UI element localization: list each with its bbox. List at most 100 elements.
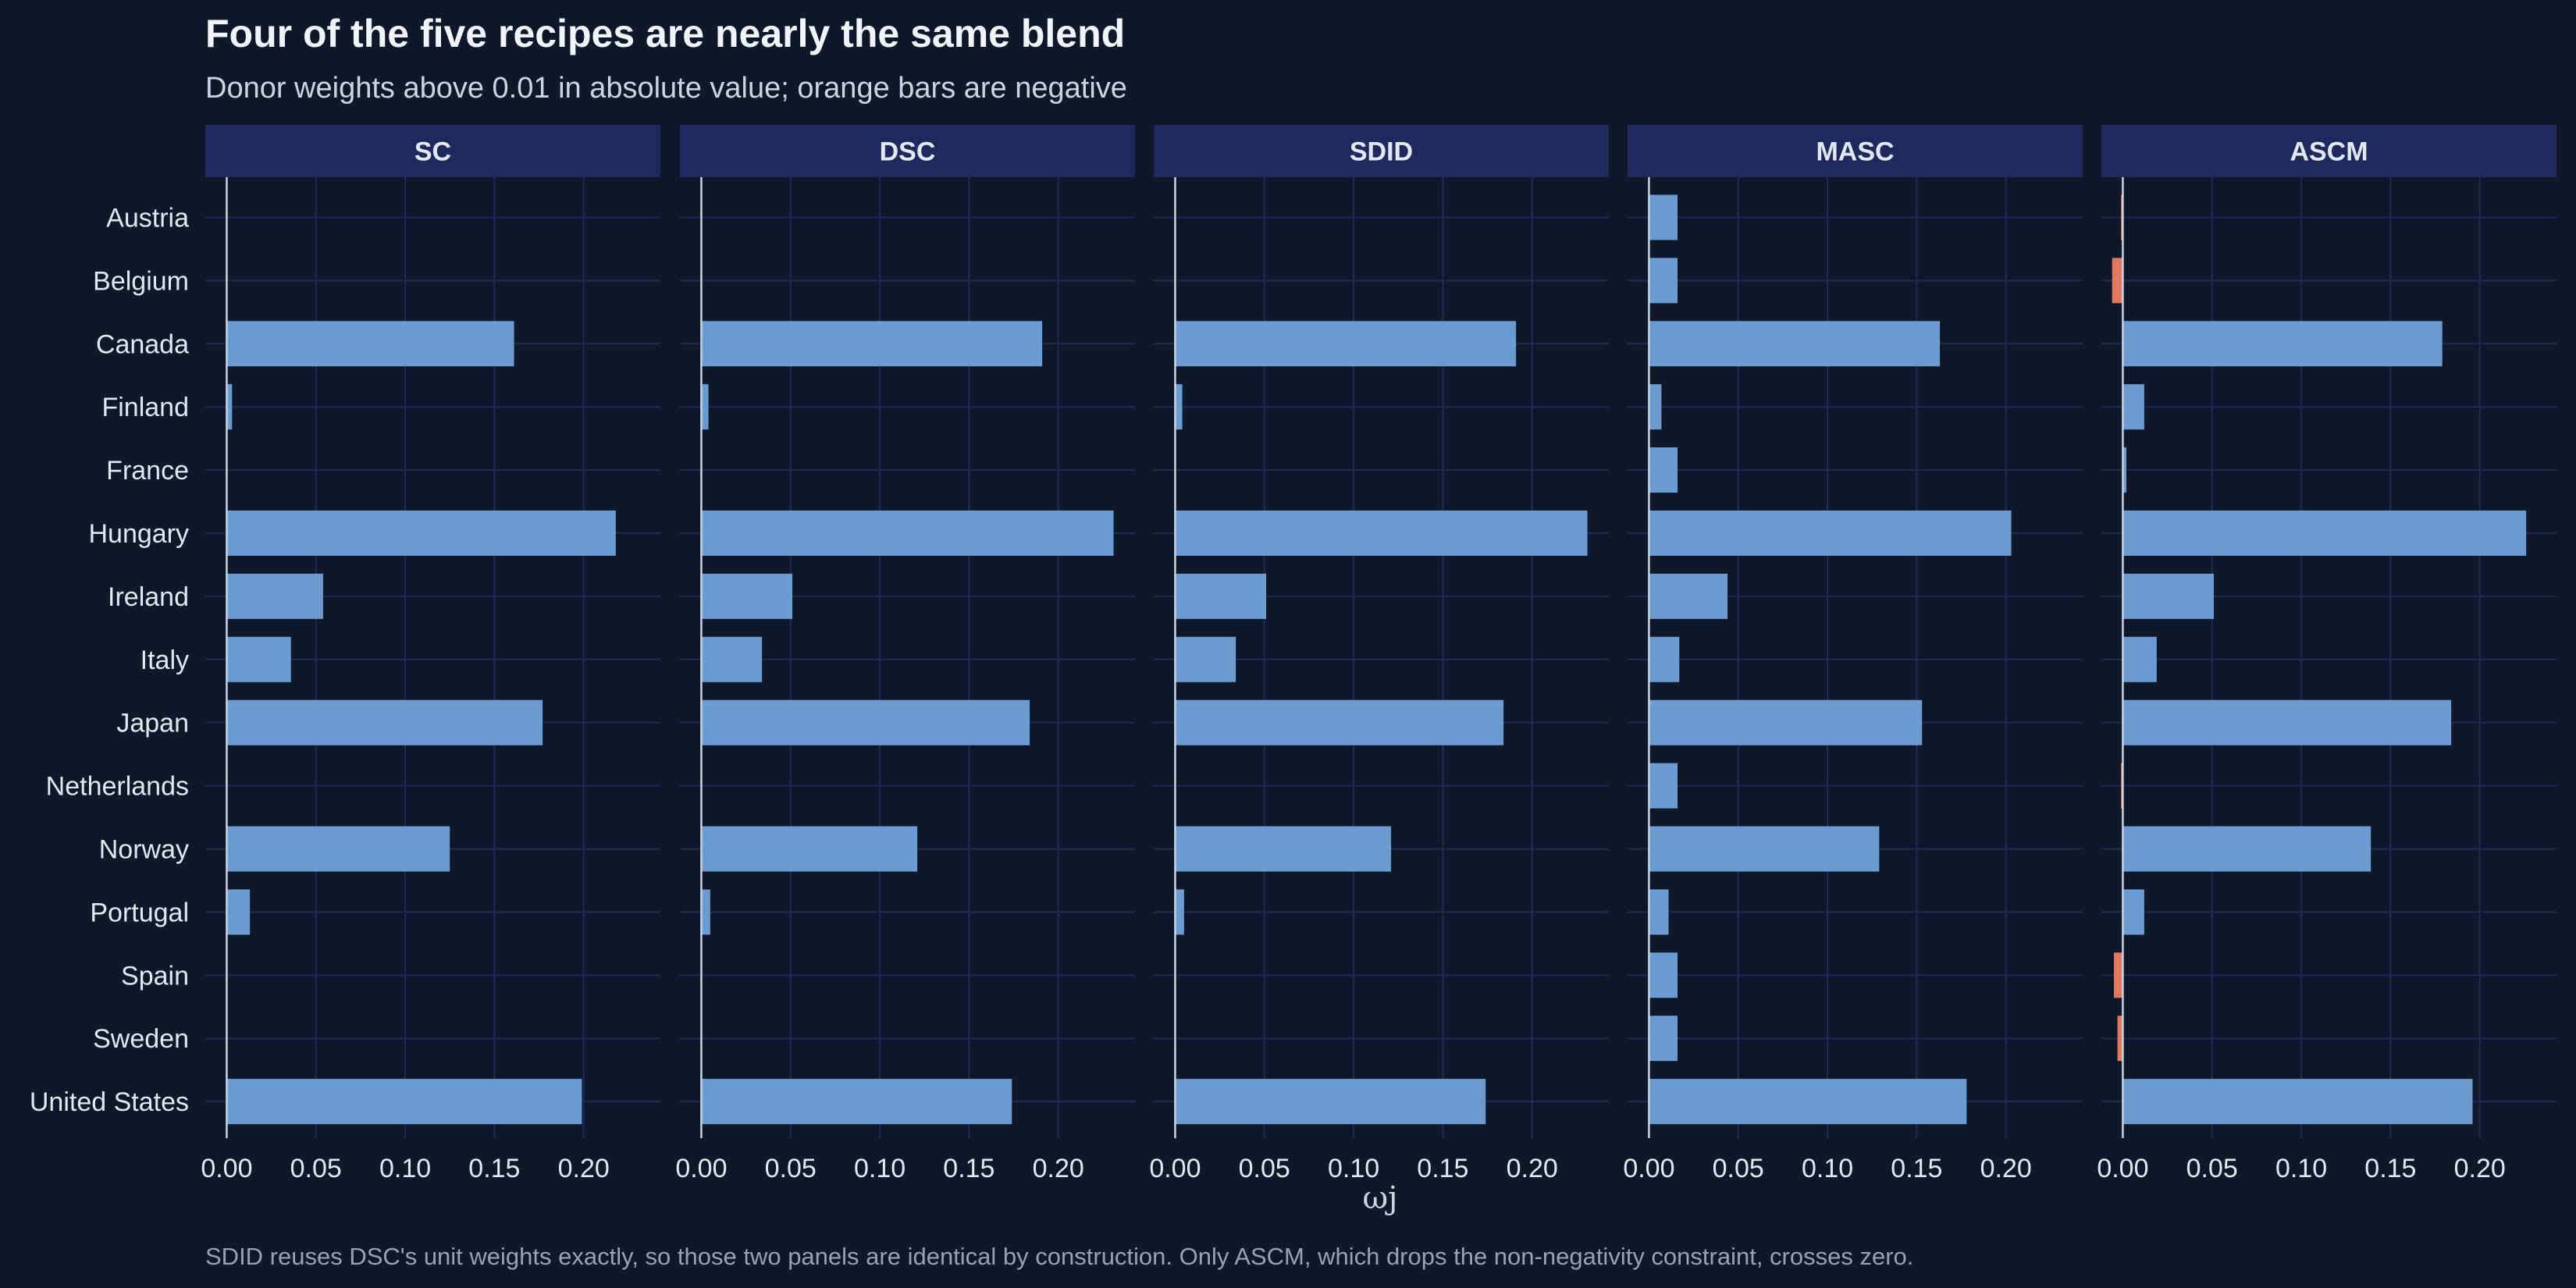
- x-tick-label: 0.00: [2097, 1154, 2148, 1183]
- y-tick-label: United States: [30, 1087, 189, 1117]
- bar: [2117, 1016, 2123, 1062]
- x-tick-label: 0.15: [1891, 1154, 1942, 1183]
- bar: [226, 699, 543, 745]
- bar: [1175, 636, 1236, 682]
- facet-strip-label: ASCM: [2290, 137, 2368, 167]
- facet-strip-label: MASC: [1816, 137, 1894, 167]
- bar: [1175, 1079, 1486, 1125]
- y-tick-label: Portugal: [90, 898, 189, 927]
- facet-strip: [205, 125, 660, 177]
- bar: [1649, 1016, 1678, 1062]
- bar: [701, 826, 918, 872]
- bar: [701, 384, 709, 430]
- bar: [1649, 826, 1880, 872]
- bar: [1649, 447, 1678, 493]
- y-tick-label: Netherlands: [46, 772, 189, 802]
- bar: [2122, 573, 2215, 619]
- facet-strip: [1628, 125, 2083, 177]
- x-tick-label: 0.00: [1149, 1154, 1201, 1183]
- x-tick-label: 0.05: [765, 1154, 817, 1183]
- bar: [1649, 194, 1678, 240]
- bar: [226, 511, 616, 556]
- bar: [2122, 511, 2527, 556]
- x-tick-label: 0.20: [558, 1154, 610, 1183]
- bar: [1649, 699, 1923, 745]
- x-tick-label: 0.15: [2364, 1154, 2416, 1183]
- bar: [1649, 763, 1678, 809]
- x-tick-label: 0.00: [1623, 1154, 1674, 1183]
- bar: [226, 636, 291, 682]
- bar: [1649, 952, 1678, 998]
- x-tick-label: 0.00: [201, 1154, 252, 1183]
- bar: [2122, 321, 2443, 367]
- facet-panels: SC 0.00 0.05 0.10 0.15 0.20 DSC 0.00 0.05 0.10 0.1…: [201, 125, 2556, 1183]
- y-tick-label: Sweden: [93, 1024, 189, 1054]
- x-tick-label: 0.15: [943, 1154, 994, 1183]
- chart-title: Four of the five recipes are nearly the …: [205, 12, 1125, 55]
- bar: [701, 636, 763, 682]
- y-tick-label: Belgium: [93, 266, 189, 296]
- y-axis-labels: Austria Belgium Canada Finland France Hungary…: [30, 204, 189, 1118]
- bar: [2112, 258, 2123, 304]
- x-tick-label: 0.10: [1802, 1154, 1853, 1183]
- bar: [701, 699, 1030, 745]
- facet-strip: [680, 125, 1135, 177]
- x-tick-label: 0.10: [379, 1154, 431, 1183]
- x-tick-label: 0.05: [290, 1154, 342, 1183]
- bar: [2122, 447, 2127, 493]
- bar: [226, 321, 514, 367]
- bar: [1649, 511, 2012, 556]
- bar: [1175, 384, 1183, 430]
- y-tick-label: Hungary: [88, 519, 189, 549]
- facet-panel-sdid: SDID 0.00 0.05 0.10 0.15 0.20: [1149, 125, 1609, 1183]
- y-tick-label: France: [106, 456, 189, 486]
- bar: [2122, 1079, 2473, 1125]
- facet-panel-ascm: ASCM 0.00 0.05 0.10 0.15 0.20: [2097, 125, 2556, 1183]
- bar: [226, 826, 450, 872]
- facet-strip: [2101, 125, 2556, 177]
- bar: [226, 384, 233, 430]
- facet-panel-dsc: DSC 0.00 0.05 0.10 0.15 0.20: [675, 125, 1135, 1183]
- bar: [1649, 636, 1680, 682]
- facet-strip: [1154, 125, 1609, 177]
- x-tick-label: 0.05: [1713, 1154, 1764, 1183]
- bar: [1175, 826, 1392, 872]
- bar: [701, 889, 710, 935]
- chart-subtitle: Donor weights above 0.01 in absolute val…: [205, 72, 1127, 105]
- chart-caption: SDID reuses DSC's unit weights exactly, …: [205, 1243, 1913, 1270]
- facet-strip-label: SC: [415, 137, 451, 167]
- x-tick-label: 0.20: [2454, 1154, 2506, 1183]
- x-axis-label: ωj: [1362, 1180, 1397, 1216]
- bar: [2122, 636, 2157, 682]
- y-tick-label: Italy: [141, 646, 189, 675]
- bar: [226, 1079, 582, 1125]
- bar: [2114, 952, 2123, 998]
- bar: [2122, 384, 2144, 430]
- x-tick-label: 0.15: [1417, 1154, 1468, 1183]
- bar: [226, 889, 251, 935]
- bar: [1649, 384, 1662, 430]
- bar: [1649, 573, 1728, 619]
- x-tick-label: 0.10: [854, 1154, 906, 1183]
- y-tick-label: Ireland: [108, 582, 189, 612]
- bar: [2122, 826, 2371, 872]
- bar: [2122, 699, 2452, 745]
- x-tick-label: 0.05: [1239, 1154, 1290, 1183]
- x-tick-label: 0.05: [2186, 1154, 2238, 1183]
- x-tick-label: 0.10: [2275, 1154, 2327, 1183]
- x-tick-label: 0.20: [1507, 1154, 1558, 1183]
- bar: [1649, 321, 1941, 367]
- y-tick-label: Spain: [121, 961, 189, 991]
- x-tick-label: 0.10: [1328, 1154, 1379, 1183]
- facet-panel-masc: MASC 0.00 0.05 0.10 0.15 0.20: [1623, 125, 2083, 1183]
- bar: [1175, 699, 1504, 745]
- x-tick-label: 0.20: [1980, 1154, 2032, 1183]
- facet-panel-sc: SC 0.00 0.05 0.10 0.15 0.20: [201, 125, 660, 1183]
- bar: [1175, 321, 1517, 367]
- bar: [701, 511, 1114, 556]
- y-tick-label: Japan: [116, 709, 189, 738]
- facet-strip-label: DSC: [880, 137, 936, 167]
- bar: [701, 321, 1043, 367]
- bar: [2122, 889, 2144, 935]
